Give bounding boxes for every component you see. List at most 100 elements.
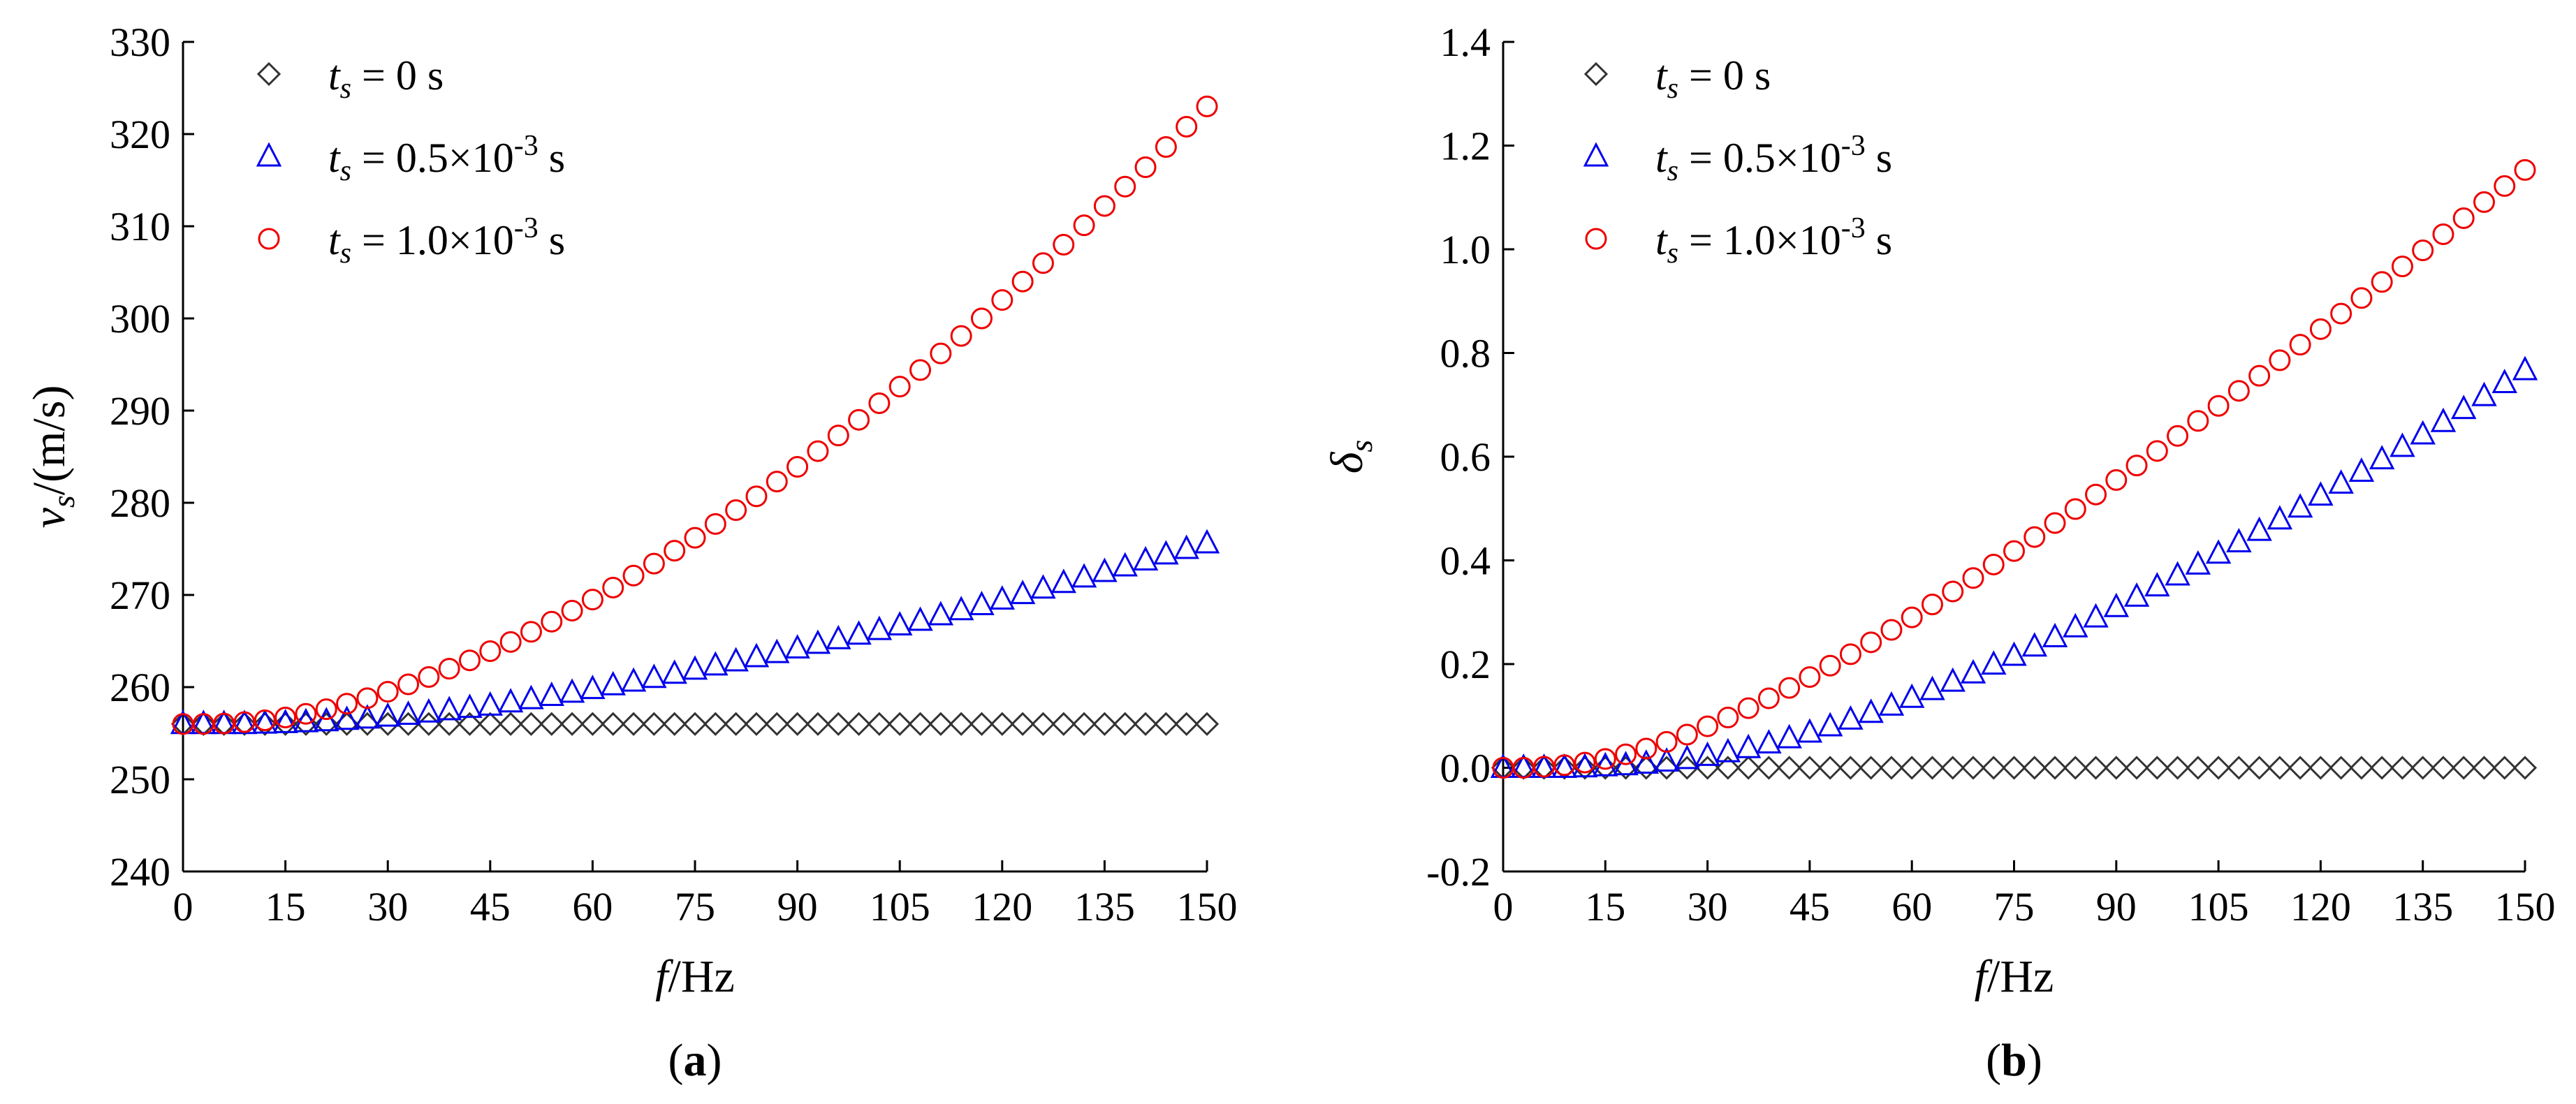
- panel-b-point-diamond: [2002, 756, 2026, 780]
- panel-b-point-triangle: [2021, 632, 2047, 657]
- panel-a-panel-label-open: (: [668, 1035, 684, 1086]
- panel-b-legend-label: ts = 0.5×10-3 s: [1655, 130, 1892, 187]
- panel-b-point-triangle: [2226, 528, 2252, 552]
- panel-a-point-triangle: [989, 585, 1016, 610]
- panel-a-y-axis-label: vs/(m/s): [24, 385, 81, 529]
- panel-b-point-circle: [2064, 498, 2086, 520]
- panel-a-legend-suffix: s: [539, 217, 565, 263]
- panel-a-point-circle: [479, 640, 502, 663]
- panel-b-y-tick-label: 0.2: [1440, 642, 1491, 687]
- panel-a-legend-text: = 0 s: [351, 52, 444, 98]
- panel-a-point-diamond: [376, 712, 400, 736]
- panel-a-y-tick-label: 330: [110, 20, 170, 65]
- panel-a-point-triangle: [620, 667, 647, 692]
- panel-b-point-diamond: [2084, 756, 2108, 780]
- panel-b-point-diamond: [2145, 756, 2169, 780]
- panel-b-point-diamond: [2042, 756, 2068, 780]
- panel-a-point-diamond: [539, 712, 564, 736]
- panel-b-point-circle: [1942, 580, 1964, 603]
- panel-a-point-triangle: [457, 693, 483, 719]
- panel-a-legend-marker-circle: [258, 228, 280, 250]
- panel-a-point-circle: [950, 325, 972, 347]
- panel-a-point-circle: [888, 376, 911, 398]
- panel-a-point-circle: [745, 485, 768, 508]
- panel-a-point-triangle: [969, 591, 995, 615]
- panel-b-point-diamond: [1920, 756, 1945, 780]
- panel-b-legend-exp: -3: [1841, 130, 1866, 162]
- panel-b-y-tick-label: 0.4: [1440, 538, 1491, 584]
- panel-b-point-diamond: [1859, 756, 1883, 780]
- panel-a-x-tick-label: 90: [777, 884, 818, 929]
- panel-a-point-circle: [1176, 115, 1198, 138]
- panel-a-legend-sub: s: [340, 73, 351, 105]
- panel-b-point-triangle: [2410, 420, 2436, 445]
- panel-a-point-triangle: [1194, 529, 1220, 554]
- panel-a-y-axis-label-var: v: [24, 507, 75, 528]
- panel-b-point-diamond: [1797, 756, 1822, 780]
- panel-a-point-diamond: [355, 712, 380, 736]
- panel-b-y-axis-label: δs: [1322, 440, 1379, 474]
- panel-b-point-circle: [2289, 334, 2311, 356]
- panel-b-point-triangle: [1796, 718, 1823, 743]
- panel-b-point-circle: [1880, 619, 1903, 641]
- panel-b-point-circle: [2227, 380, 2250, 402]
- panel-b-x-tick-label: 60: [1891, 884, 1932, 929]
- panel-a-point-circle: [336, 693, 358, 715]
- panel-a-point-diamond: [703, 712, 728, 736]
- panel-b-point-diamond: [2349, 756, 2374, 780]
- panel-b-legend-label: ts = 1.0×10-3 s: [1655, 212, 1892, 270]
- panel-b-point-diamond: [1715, 756, 1740, 780]
- panel-a-point-triangle: [1030, 574, 1056, 599]
- panel-b-point-triangle: [2123, 582, 2150, 607]
- panel-a-point-diamond: [867, 712, 892, 736]
- panel-a-x-tick-label: 105: [870, 884, 930, 929]
- panel-a-legend-text: = 0.5×10: [351, 135, 514, 181]
- panel-a-point-diamond: [1174, 712, 1199, 736]
- panel-a-point-circle: [786, 456, 809, 478]
- panel-b-point-diamond: [1695, 756, 1720, 780]
- panel-b-y-tick-label: -0.2: [1426, 849, 1491, 895]
- panel-a-point-triangle: [518, 684, 544, 709]
- panel-a-point-diamond: [805, 712, 830, 736]
- panel-b-point-triangle: [1960, 658, 1986, 684]
- panel-b-legend-sub: s: [1667, 237, 1678, 270]
- panel-b-point-diamond: [1818, 756, 1843, 780]
- panel-b-point-circle: [1982, 553, 2005, 575]
- panel-b-point-circle: [1635, 737, 1657, 760]
- panel-b-point-diamond: [2063, 756, 2088, 780]
- panel-b-point-triangle: [1858, 698, 1884, 723]
- panel-b-y-tick-label: 0.0: [1440, 746, 1491, 791]
- panel-b-point-triangle: [1981, 650, 2007, 675]
- panel-b-point-diamond: [2288, 756, 2313, 780]
- panel-a-x-tick-label: 45: [470, 884, 511, 929]
- panel-b-point-circle: [2432, 223, 2454, 245]
- panel-a-point-triangle: [1112, 552, 1138, 577]
- panel-a-y-tick-label: 300: [110, 296, 170, 341]
- panel-b-chart: 0 15 30 45 60 75 90 105 120 135 150 -0.2 0.0 0.2 0.4 0.…: [1322, 20, 2556, 1086]
- panel-a-point-circle: [1155, 135, 1177, 158]
- panel-a-x-tick-label: 30: [367, 884, 408, 929]
- panel-b-x-tick-label: 75: [1994, 884, 2035, 929]
- panel-a-series-triangle: [170, 529, 1220, 735]
- panel-a-point-triangle: [1173, 534, 1199, 559]
- panel-b-point-circle: [2391, 256, 2413, 278]
- panel-a-point-triangle: [886, 611, 913, 635]
- panel-b-x-tick-label: 45: [1790, 884, 1830, 929]
- panel-a-point-triangle: [436, 695, 462, 721]
- panel-a-point-diamond: [1154, 712, 1178, 736]
- panel-a-point-diamond: [642, 712, 666, 736]
- panel-b-point-circle: [2412, 239, 2434, 261]
- panel-a-point-triangle: [539, 682, 564, 706]
- panel-a-x-axis-label: f/Hz: [655, 951, 735, 1002]
- panel-a-point-circle: [602, 576, 624, 598]
- panel-b-legend-sub: s: [1667, 73, 1678, 105]
- panel-a-point-triangle: [866, 615, 893, 640]
- panel-a-point-circle: [1032, 252, 1054, 274]
- panel-a-point-circle: [458, 649, 481, 672]
- panel-b-legend-label: ts = 0 s: [1655, 52, 1771, 105]
- panel-b-point-diamond: [1838, 756, 1863, 780]
- panel-a-x-tick-label: 0: [173, 884, 193, 929]
- panel-b-point-triangle: [1756, 729, 1782, 754]
- panel-a-point-diamond: [253, 712, 277, 736]
- panel-a-point-triangle: [1153, 540, 1179, 565]
